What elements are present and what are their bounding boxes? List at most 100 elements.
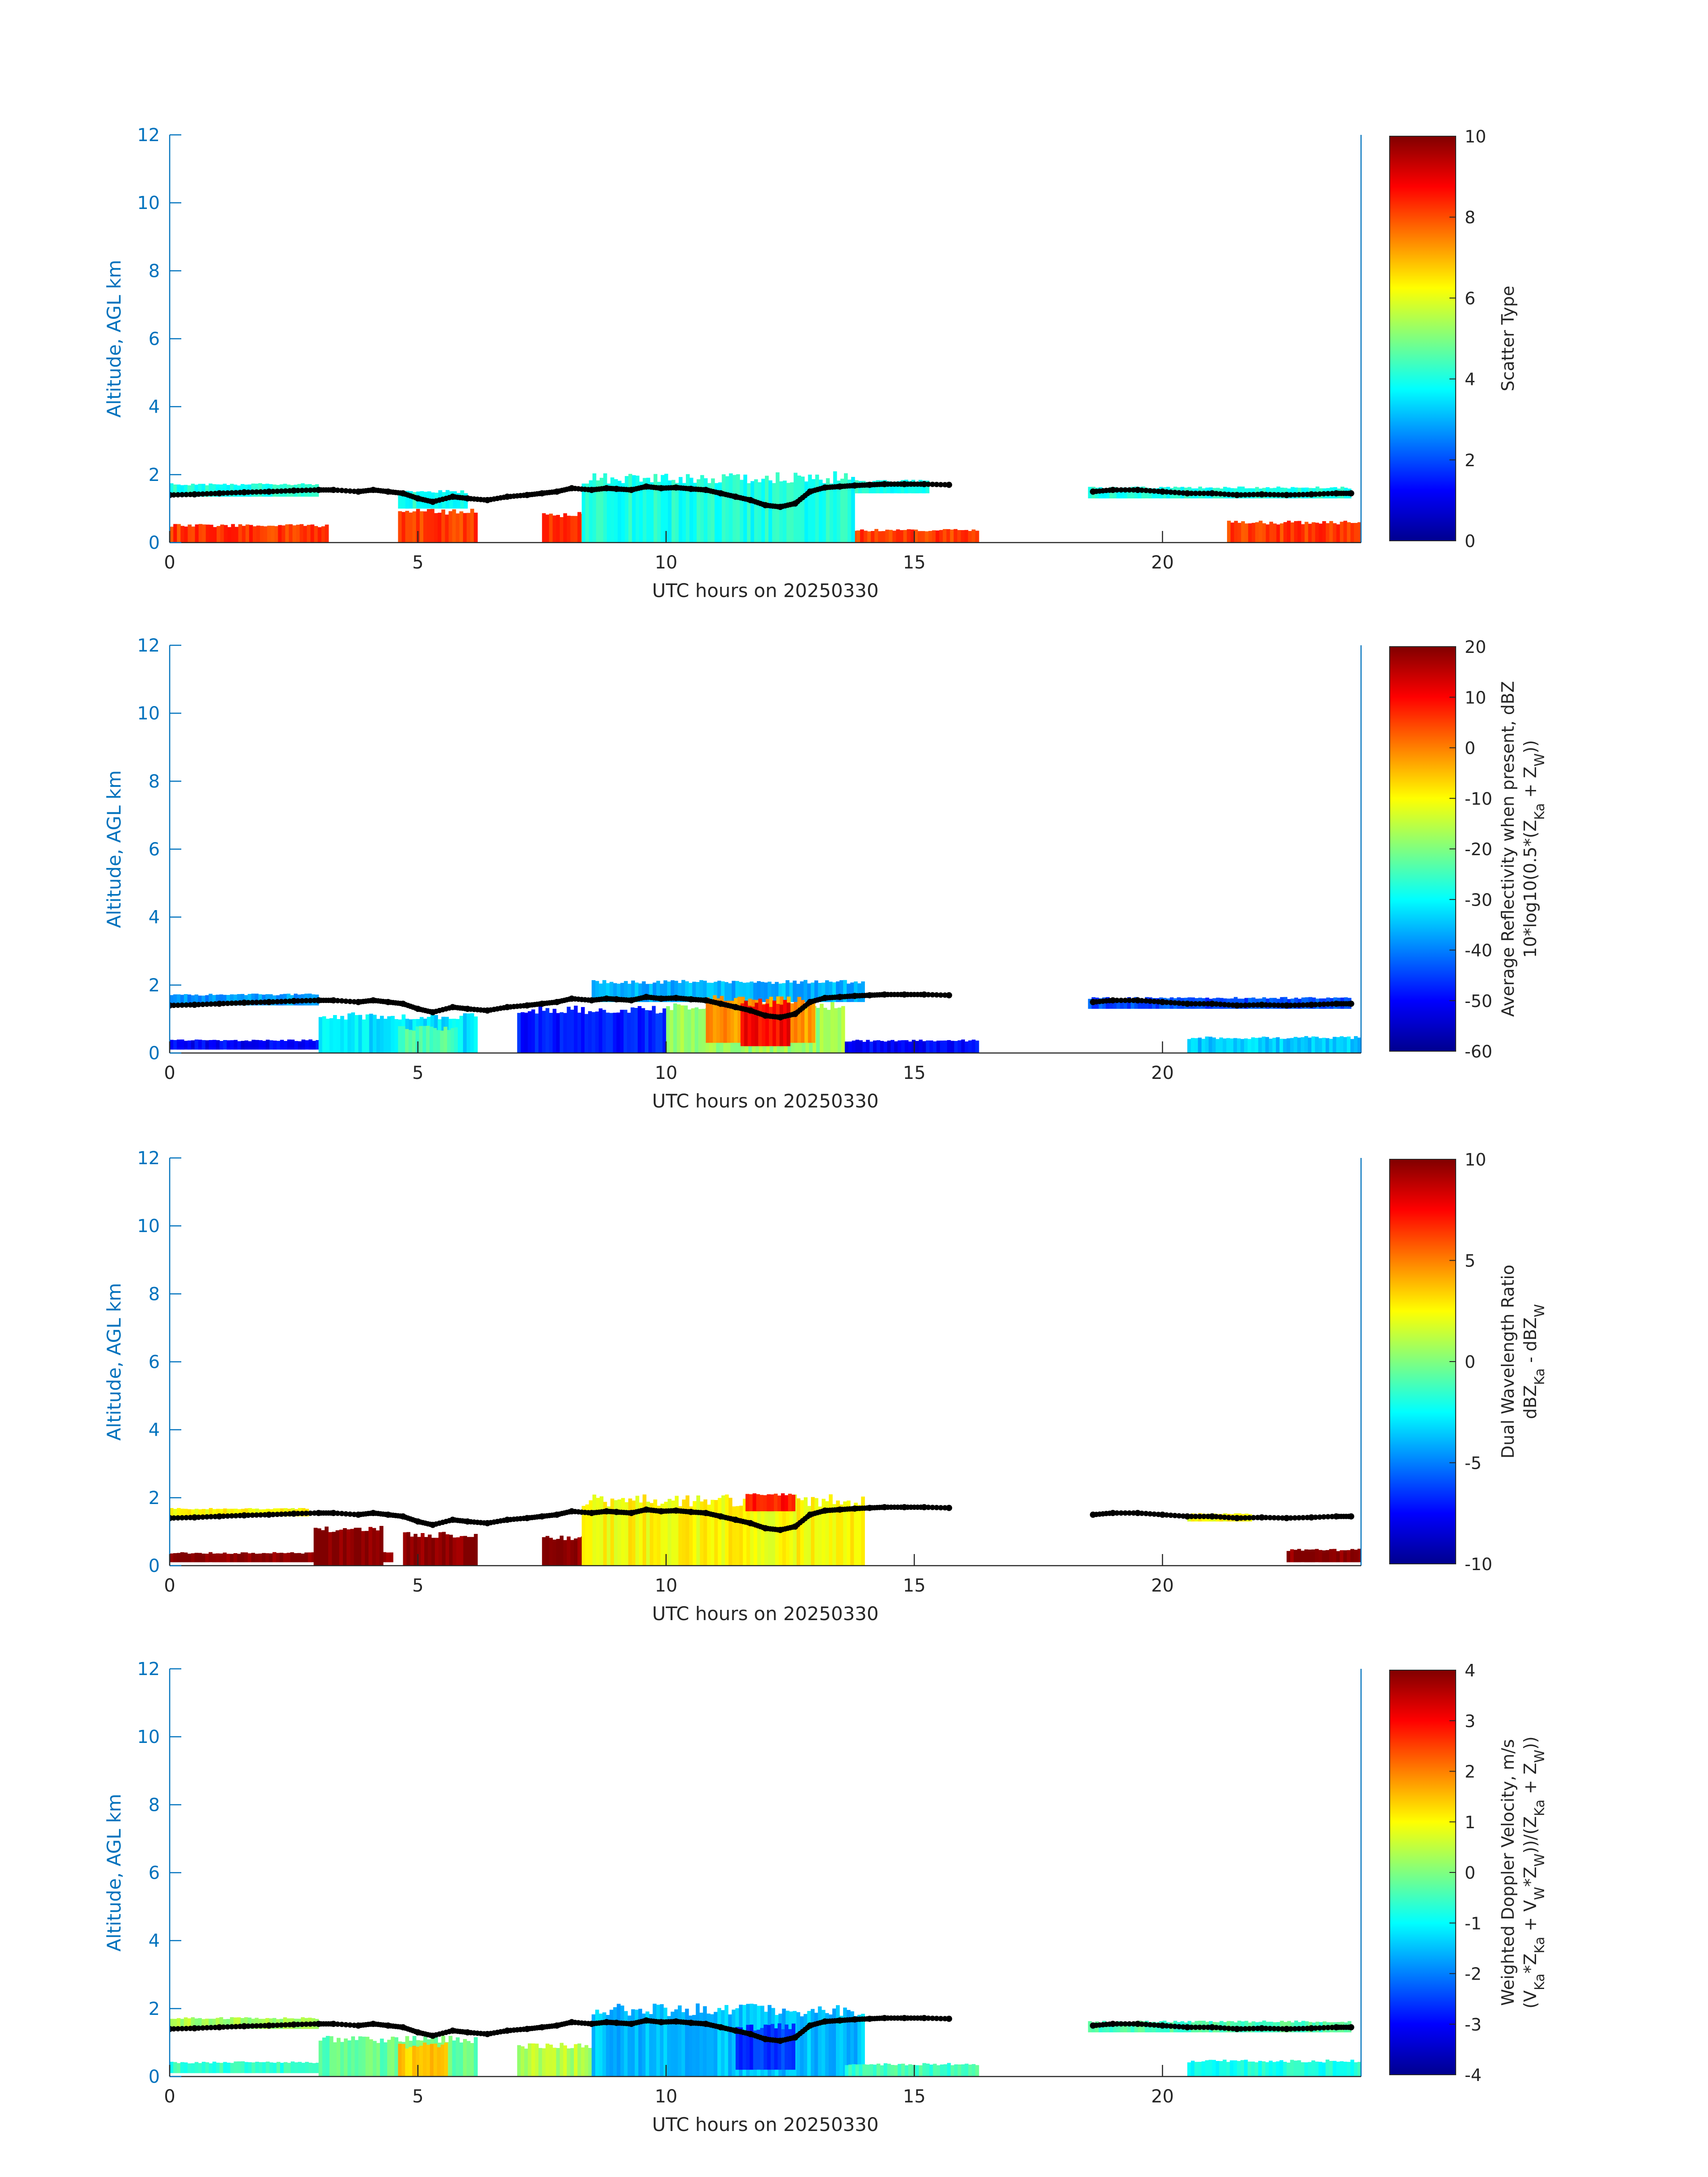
data-cell [613,2007,617,2077]
data-cell [259,1040,263,1050]
data-cell [361,1531,365,1566]
data-cell [291,1040,295,1050]
data-cell [321,1530,325,1566]
data-cell [595,1011,599,1053]
data-cell [877,1040,881,1053]
cloud-base-point [179,2026,185,2031]
cloud-base-point [1201,2024,1207,2030]
data-cell [430,509,434,543]
cloud-base-point [299,2022,305,2027]
data-cell [772,483,776,543]
cloud-base-point [270,489,276,494]
data-cell [201,1509,206,1517]
cloud-base-point [246,489,251,495]
data-cell [732,475,737,543]
data-cell [677,1004,681,1053]
data-cell [1301,1550,1305,1563]
data-cell [467,1013,471,1053]
data-cell [797,475,801,543]
cloud-base-point [1325,2025,1331,2031]
data-cell [294,1041,298,1050]
data-cell [1088,2021,1092,2033]
data-cell [843,980,847,1002]
data-cell [879,480,884,493]
data-region-4 [398,2043,448,2077]
data-cell [743,1499,747,1566]
data-cell [1265,1037,1270,1053]
data-cell [1283,522,1287,543]
data-cell [470,1013,474,1053]
cloud-base-point [1246,492,1252,497]
data-cell [187,1509,192,1517]
data-cell [262,1040,266,1050]
data-cell [556,1539,560,1566]
data-cell [818,2006,822,2077]
data-cell [833,471,837,543]
cloud-base-point [930,481,935,487]
data-cell [545,1536,550,1566]
cloud-base-point [1222,1002,1228,1007]
data-cell [405,1029,409,1053]
data-cell [818,1506,822,1566]
cloud-base-point [1201,490,1207,496]
data-cell [312,2063,316,2073]
data-cell [685,1495,689,1566]
cloud-base-point [1193,1001,1199,1007]
cloud-base-point [308,1510,313,1516]
data-cell [837,1007,842,1053]
data-cell [740,1003,744,1046]
data-cell [240,994,245,1006]
cloud-base-point [184,492,189,497]
cloud-base-point [1308,491,1315,497]
data-cell [652,2003,657,2077]
cloud-base-point [179,1002,185,1008]
data-cell [796,2012,801,2077]
data-cell [176,994,181,1006]
cloud-base-point [1218,2025,1223,2031]
data-cell [1357,1549,1361,1563]
data-cell [700,1501,704,1566]
data-cell [797,997,802,1043]
data-cell [760,982,764,1002]
data-cell [316,2063,320,2073]
data-cell [1088,999,1092,1009]
cloud-base-point [184,1515,189,1521]
data-cell [871,531,875,543]
data-cell [287,1553,291,1563]
data-cell [770,2024,775,2070]
x-tick-label: 20 [1151,2086,1174,2107]
data-cell [926,1040,930,1053]
cloud-base-point [295,2022,301,2027]
data-cell [427,509,431,543]
data-cell [908,2064,912,2077]
data-cell [821,2010,826,2077]
data-cell [653,1499,657,1566]
data-cell [549,2044,553,2077]
data-cell [910,529,915,543]
data-cell [821,982,826,1002]
data-cell [1322,2062,1326,2077]
data-cell [800,2016,804,2077]
data-cell [714,1500,718,1566]
cloud-base-point [1283,492,1290,498]
data-cell [657,1505,661,1566]
data-cell [857,983,861,1002]
y-tick-label: 0 [149,533,160,553]
cloud-base-point [1134,2021,1141,2027]
data-cell [739,2027,743,2070]
cloud-base-point [1275,2026,1281,2031]
data-cell [807,983,811,1002]
data-cell [205,1554,209,1563]
data-cell [1297,2060,1301,2077]
data-cell [783,481,787,543]
cloud-base-point [1114,2021,1120,2027]
colorbar-tick-label: 0 [1465,739,1475,758]
data-cell [170,526,174,543]
data-cell [810,982,815,1002]
data-cell [384,2042,388,2077]
data-cell [839,2016,844,2077]
data-cell [892,531,897,543]
y-tick-label: 0 [149,2067,160,2087]
data-cell [284,1041,288,1050]
